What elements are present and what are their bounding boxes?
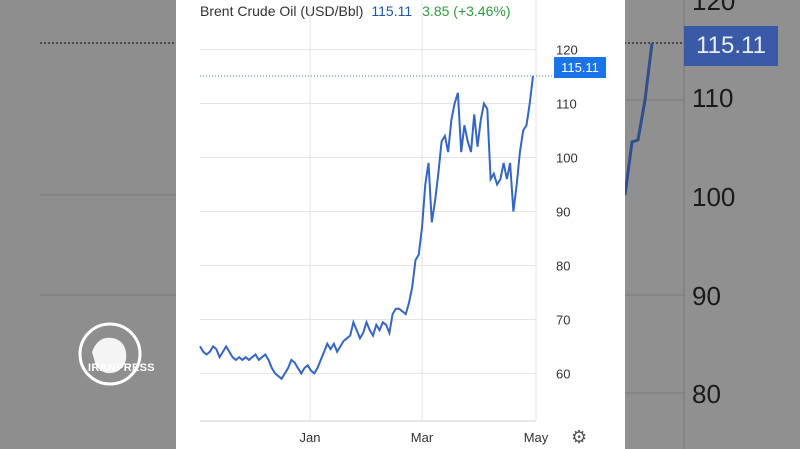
background-tick: 80	[692, 379, 721, 409]
price-change: 3.85 (+3.46%)	[422, 3, 511, 19]
x-tick-label: Mar	[411, 430, 434, 445]
y-tick-label: 80	[556, 258, 570, 273]
gear-icon[interactable]: ⚙	[571, 427, 588, 447]
y-tick-label: 60	[556, 366, 570, 381]
background-tick: 110	[692, 83, 734, 113]
background-tick: 120	[692, 0, 736, 16]
background-price-line	[623, 42, 654, 196]
grid-lines	[200, 0, 537, 422]
chart-title: Brent Crude Oil (USD/Bbl)	[200, 3, 364, 19]
iranpress-logo	[78, 322, 142, 386]
current-price: 115.11	[371, 3, 413, 19]
background-tick: 90	[692, 281, 721, 311]
x-tick-label: Jan	[300, 430, 321, 445]
y-axis-ticks: 60 70 80 90 100 110 120	[556, 43, 578, 382]
y-tick-label: 120	[556, 43, 578, 58]
y-tick-label: 70	[556, 312, 570, 327]
background-tick: 100	[692, 182, 736, 212]
watermark-text: IRANPRESS	[88, 362, 155, 374]
series-line	[199, 75, 534, 381]
chart-header: Brent Crude Oil (USD/Bbl) 115.11 3.85 (+3.…	[200, 3, 510, 19]
background-price-tag: 115.11	[684, 26, 778, 66]
last-price-label: 115.11	[554, 57, 606, 78]
x-axis-ticks: Jan Mar May	[300, 430, 549, 445]
chart-panel: Brent Crude Oil (USD/Bbl) 115.11 3.85 (+3.…	[176, 0, 625, 449]
x-tick-label: May	[524, 430, 549, 445]
y-tick-label: 110	[556, 97, 577, 112]
y-tick-label: 90	[556, 205, 570, 220]
y-tick-label: 100	[556, 151, 578, 166]
price-chart[interactable]: Jan Mar May 60 70 80 90 100 110 120	[176, 0, 625, 449]
